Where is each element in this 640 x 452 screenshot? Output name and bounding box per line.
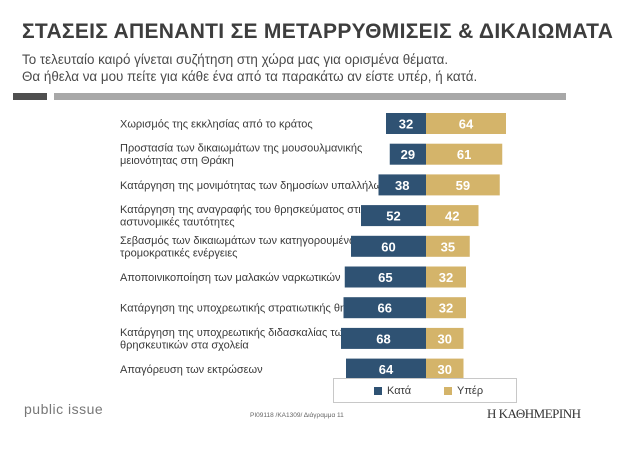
bar-kata bbox=[343, 297, 426, 319]
value-label-kata: 60 bbox=[381, 239, 395, 254]
category-label: Απαγόρευση των εκτρώσεων bbox=[120, 364, 263, 376]
value-label-kata: 32 bbox=[399, 117, 413, 132]
value-label-yper: 59 bbox=[456, 178, 470, 193]
category-label: Χωρισμός της εκκλησίας από το κράτος bbox=[120, 119, 313, 131]
value-label-yper: 61 bbox=[457, 147, 471, 162]
category-label: Κατάργηση της μονιμότητας των δημοσίων υ… bbox=[120, 180, 388, 192]
chart-title: ΣΤΑΣΕΙΣ ΑΠΕΝΑΝΤΙ ΣΕ ΜΕΤΑΡΡΥΘΜΙΣΕΙΣ & ΔΙΚ… bbox=[22, 20, 614, 43]
value-label-kata: 29 bbox=[401, 147, 415, 162]
legend-swatch-yper bbox=[444, 387, 452, 395]
category-label: Αποποινικοποίηση των μαλακών ναρκωτικών bbox=[120, 272, 341, 284]
value-label-yper: 30 bbox=[438, 331, 452, 346]
category-label: Κατάργηση της υποχρεωτικής διδασκαλίας τ… bbox=[120, 327, 349, 352]
chart-code: PI09118 /ΚΑ1309/ Διάγραμμα 11 bbox=[250, 412, 344, 419]
legend-label-kata: Κατά bbox=[387, 385, 412, 397]
bar-kata bbox=[378, 174, 426, 196]
bar-kata bbox=[346, 358, 426, 380]
category-label: Κατάργηση της υποχρεωτικής στρατιωτικής … bbox=[120, 303, 370, 315]
chart-subtitle: Το τελευταίο καιρό γίνεται συζήτηση στη … bbox=[22, 51, 477, 85]
category-label: Σεβασμός των δικαιωμάτων των κατηγορουμέ… bbox=[120, 235, 381, 259]
header-rule-light bbox=[54, 93, 566, 100]
bar-yper bbox=[426, 358, 464, 380]
value-label-yper: 32 bbox=[439, 270, 453, 285]
value-label-yper: 30 bbox=[438, 362, 452, 377]
brand-public-issue: public issue bbox=[24, 401, 104, 417]
value-label-kata: 52 bbox=[386, 209, 400, 224]
value-label-kata: 68 bbox=[376, 331, 390, 346]
bar-yper bbox=[426, 327, 464, 349]
bar-yper bbox=[426, 297, 466, 319]
bar-kata bbox=[344, 266, 426, 288]
bar-yper bbox=[426, 143, 503, 165]
value-label-kata: 38 bbox=[395, 178, 409, 193]
subtitle-line-2: Θα ήθελα να μου πείτε για κάθε ένα από τ… bbox=[22, 69, 478, 84]
publisher-logo: Η ΚΑΘΗΜΕΡΙΝΗ bbox=[487, 406, 581, 421]
bar-yper bbox=[426, 205, 479, 227]
legend-swatch-kata bbox=[374, 387, 382, 395]
legend-item-kata: Κατά bbox=[374, 385, 411, 397]
category-label: Προστασία των δικαιωμάτων της μουσουλμαν… bbox=[120, 143, 362, 168]
header-rule-dark bbox=[13, 93, 47, 100]
subtitle-line-1: Το τελευταίο καιρό γίνεται συζήτηση στη … bbox=[22, 52, 449, 67]
legend-label-yper: Υπέρ bbox=[457, 385, 484, 397]
value-label-yper: 35 bbox=[441, 239, 455, 254]
value-label-yper: 64 bbox=[459, 117, 474, 132]
value-label-yper: 42 bbox=[445, 209, 459, 224]
value-label-kata: 65 bbox=[378, 270, 392, 285]
chart-legend: Κατά Υπέρ bbox=[333, 378, 517, 403]
bar-kata bbox=[341, 327, 426, 349]
bar-yper bbox=[426, 174, 500, 196]
legend-item-yper: Υπέρ bbox=[444, 385, 483, 397]
bar-yper bbox=[426, 266, 466, 288]
value-label-kata: 64 bbox=[379, 362, 394, 377]
bar-yper bbox=[426, 113, 506, 134]
bar-kata bbox=[361, 205, 426, 227]
value-label-kata: 66 bbox=[378, 301, 392, 316]
bar-yper bbox=[426, 235, 470, 257]
bar-kata bbox=[351, 235, 426, 257]
bar-kata bbox=[389, 143, 426, 165]
category-label: Κατάργηση της αναγραφής του θρησκεύματος… bbox=[120, 204, 366, 229]
value-label-yper: 32 bbox=[439, 301, 453, 316]
bar-kata bbox=[386, 113, 426, 134]
